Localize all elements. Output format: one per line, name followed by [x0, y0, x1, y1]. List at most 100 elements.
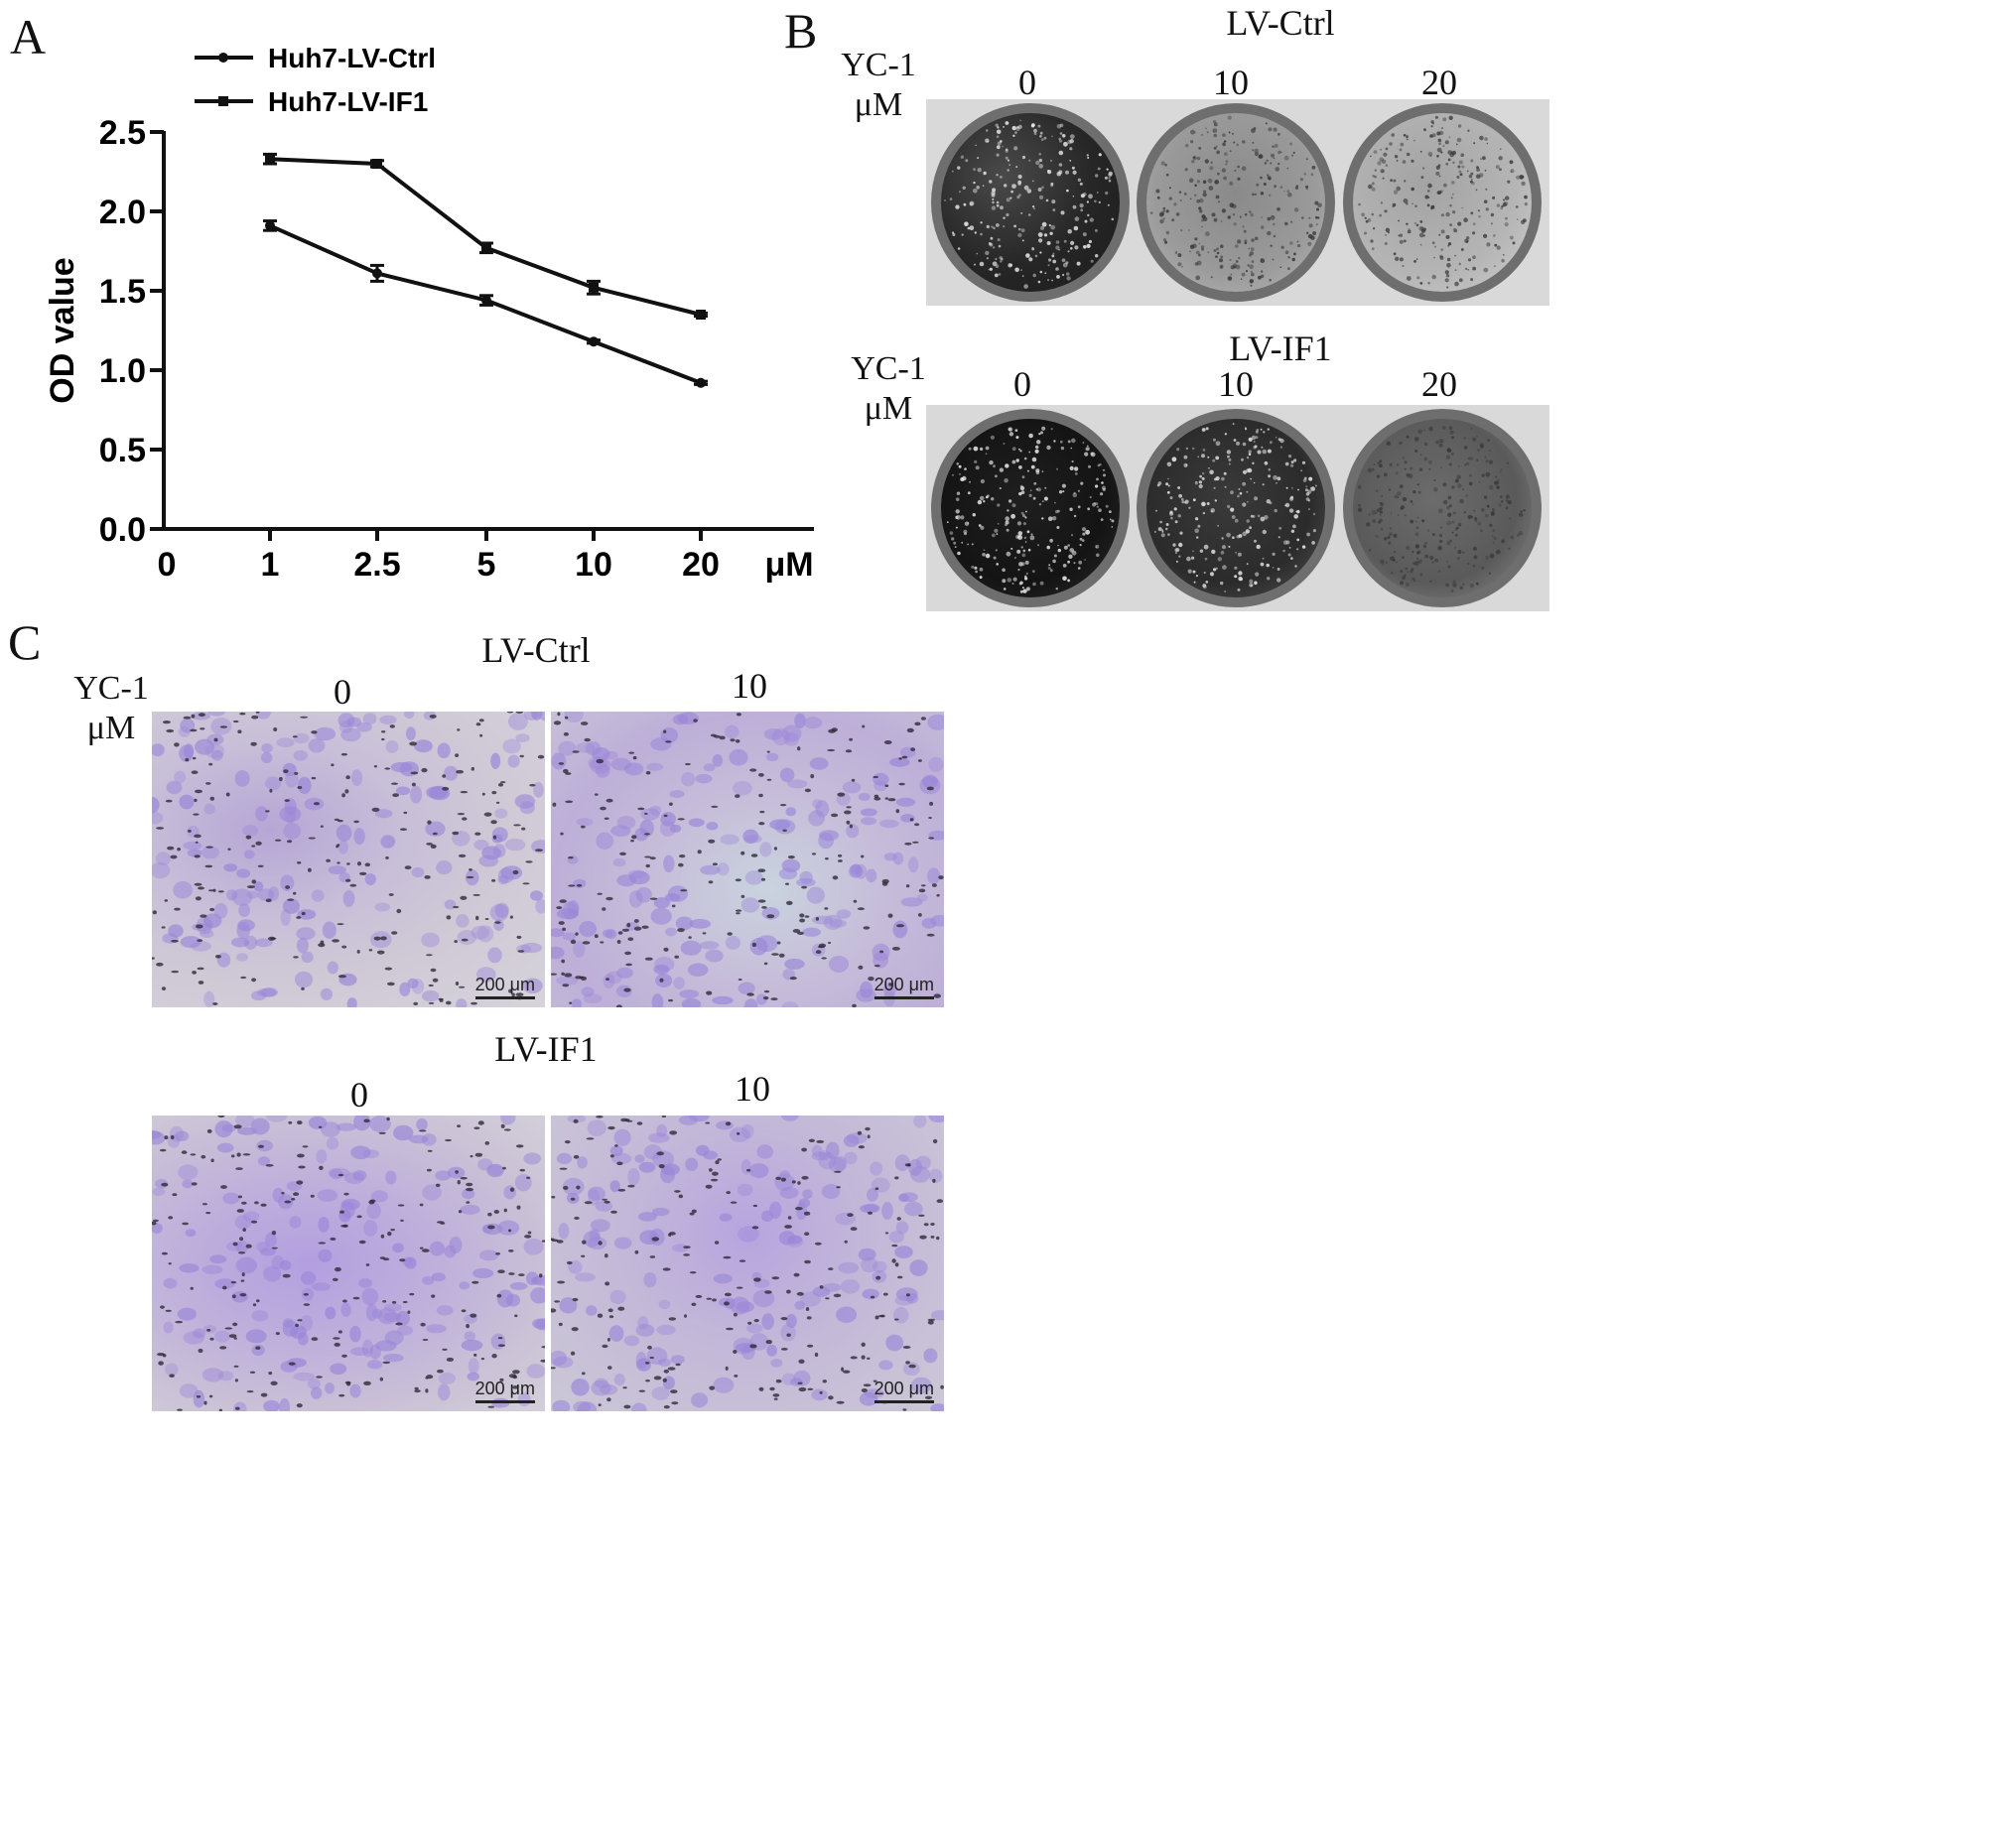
membrane-pore — [750, 854, 758, 857]
membrane-pore — [662, 1378, 667, 1382]
colony-speck — [1463, 217, 1468, 222]
colony-speck — [1242, 469, 1248, 474]
membrane-pore — [237, 1195, 242, 1199]
stained-cell — [222, 1192, 240, 1205]
colony-speck — [1167, 484, 1170, 487]
membrane-pore — [632, 755, 637, 760]
colony-speck — [1486, 504, 1490, 508]
stained-cell — [838, 1261, 860, 1274]
stained-cell — [784, 958, 805, 970]
stained-cell — [404, 712, 415, 720]
membrane-pore — [779, 804, 787, 807]
stained-cell — [902, 1362, 920, 1377]
colony-speck — [1033, 132, 1037, 135]
membrane-pore — [738, 979, 742, 981]
stained-cell — [349, 1383, 361, 1398]
x-unit-label: μM — [764, 546, 813, 584]
membrane-pore — [806, 1316, 812, 1320]
membrane-pore — [455, 1170, 459, 1174]
membrane-pore — [426, 1375, 434, 1380]
colony-speck — [1100, 518, 1104, 521]
b-dose-ctrl-20: 20 — [1421, 63, 1457, 102]
colony-speck — [1380, 510, 1383, 514]
membrane-pore — [570, 939, 577, 945]
membrane-pore — [636, 1121, 643, 1125]
membrane-pore — [246, 885, 255, 889]
colony-speck — [1490, 510, 1495, 515]
membrane-pore — [887, 798, 896, 802]
colony-speck — [1094, 228, 1098, 232]
membrane-pore — [736, 909, 742, 912]
colony-speck — [1024, 516, 1027, 519]
colony-speck — [1271, 153, 1275, 158]
x-ticks: 0 1 2.5 5 10 20 — [158, 529, 720, 584]
membrane-pore — [726, 1191, 731, 1195]
membrane-pore — [521, 827, 526, 831]
colony-speck — [979, 567, 984, 572]
colony-speck — [1214, 180, 1219, 185]
colony-speck — [1173, 202, 1177, 206]
membrane-pore — [797, 1181, 801, 1185]
colony-speck — [1200, 133, 1204, 137]
membrane-pore — [432, 978, 439, 983]
stained-cell — [803, 717, 823, 729]
colony-speck — [1022, 522, 1026, 526]
colony-plate-ctrl-10 — [1137, 103, 1335, 302]
stained-cell — [898, 1193, 909, 1203]
stained-cell — [661, 1163, 680, 1176]
colony-speck — [1009, 263, 1013, 267]
colony-speck — [1016, 196, 1020, 199]
colony-speck — [965, 159, 969, 163]
membrane-pore — [483, 812, 492, 817]
series-line-if1 — [269, 157, 702, 317]
stained-cell — [604, 750, 618, 760]
membrane-pore — [181, 1150, 188, 1154]
colony-speck — [973, 168, 976, 171]
colony-speck — [1296, 240, 1299, 243]
colony-speck — [1424, 554, 1429, 559]
colony-speck — [1248, 453, 1252, 456]
colony-speck — [1167, 533, 1170, 536]
colony-speck — [1181, 500, 1185, 504]
colony-speck — [1380, 559, 1385, 565]
membrane-pore — [658, 1164, 665, 1169]
colony-speck — [1022, 514, 1025, 518]
colony-speck — [1447, 158, 1451, 162]
membrane-pore — [432, 832, 438, 836]
colony-speck — [1444, 278, 1449, 283]
membrane-pore — [518, 1273, 525, 1276]
colony-speck — [976, 252, 979, 255]
colony-speck — [1021, 587, 1024, 590]
colony-speck — [1239, 215, 1242, 218]
membrane-pore — [426, 843, 433, 846]
membrane-pore — [252, 1303, 257, 1307]
membrane-pore — [786, 1289, 791, 1294]
stained-cell — [867, 1187, 878, 1202]
colony-speck — [1238, 256, 1241, 260]
membrane-pore — [197, 939, 203, 942]
membrane-pore — [714, 734, 721, 738]
membrane-pore — [758, 793, 763, 798]
colony-speck — [1416, 276, 1420, 280]
colony-speck — [1184, 168, 1188, 172]
colony-speck — [1226, 532, 1231, 538]
colony-speck — [1269, 194, 1272, 197]
membrane-pore — [419, 1247, 424, 1249]
stained-cell — [175, 1130, 190, 1142]
membrane-pore — [414, 1389, 421, 1393]
y-tick-label: 2.5 — [99, 114, 146, 152]
membrane-pore — [557, 712, 561, 717]
membrane-pore — [281, 1192, 285, 1195]
colony-speck — [1296, 538, 1300, 542]
colony-speck — [1035, 445, 1039, 450]
stained-cell — [340, 1302, 351, 1317]
membrane-pore — [558, 921, 565, 925]
membrane-pore — [303, 1293, 309, 1296]
stained-cell — [265, 1116, 288, 1122]
colony-speck — [1041, 186, 1044, 190]
membrane-pore — [245, 835, 252, 840]
membrane-pore — [582, 1240, 587, 1245]
membrane-pore — [161, 1251, 168, 1255]
colony-speck — [1501, 500, 1504, 503]
membrane-pore — [838, 854, 843, 857]
